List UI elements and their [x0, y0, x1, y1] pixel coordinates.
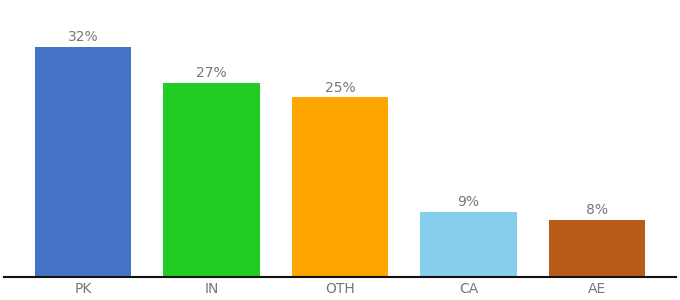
Bar	[35, 47, 131, 277]
Text: 8%: 8%	[586, 203, 608, 217]
Bar	[292, 98, 388, 277]
Bar	[549, 220, 645, 277]
Bar	[420, 212, 517, 277]
Text: 32%: 32%	[67, 30, 98, 44]
Text: 25%: 25%	[324, 81, 356, 94]
Bar	[163, 83, 260, 277]
Text: 9%: 9%	[458, 196, 479, 209]
Text: 27%: 27%	[196, 66, 226, 80]
